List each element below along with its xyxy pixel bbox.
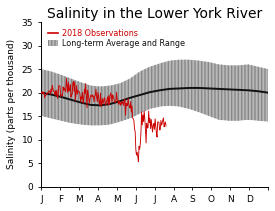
Y-axis label: Salinity (parts per thousand): Salinity (parts per thousand) bbox=[7, 39, 16, 169]
Title: Salinity in the Lower York River: Salinity in the Lower York River bbox=[47, 7, 262, 21]
Legend: 2018 Observations, Long-term Average and Range: 2018 Observations, Long-term Average and… bbox=[48, 28, 186, 49]
